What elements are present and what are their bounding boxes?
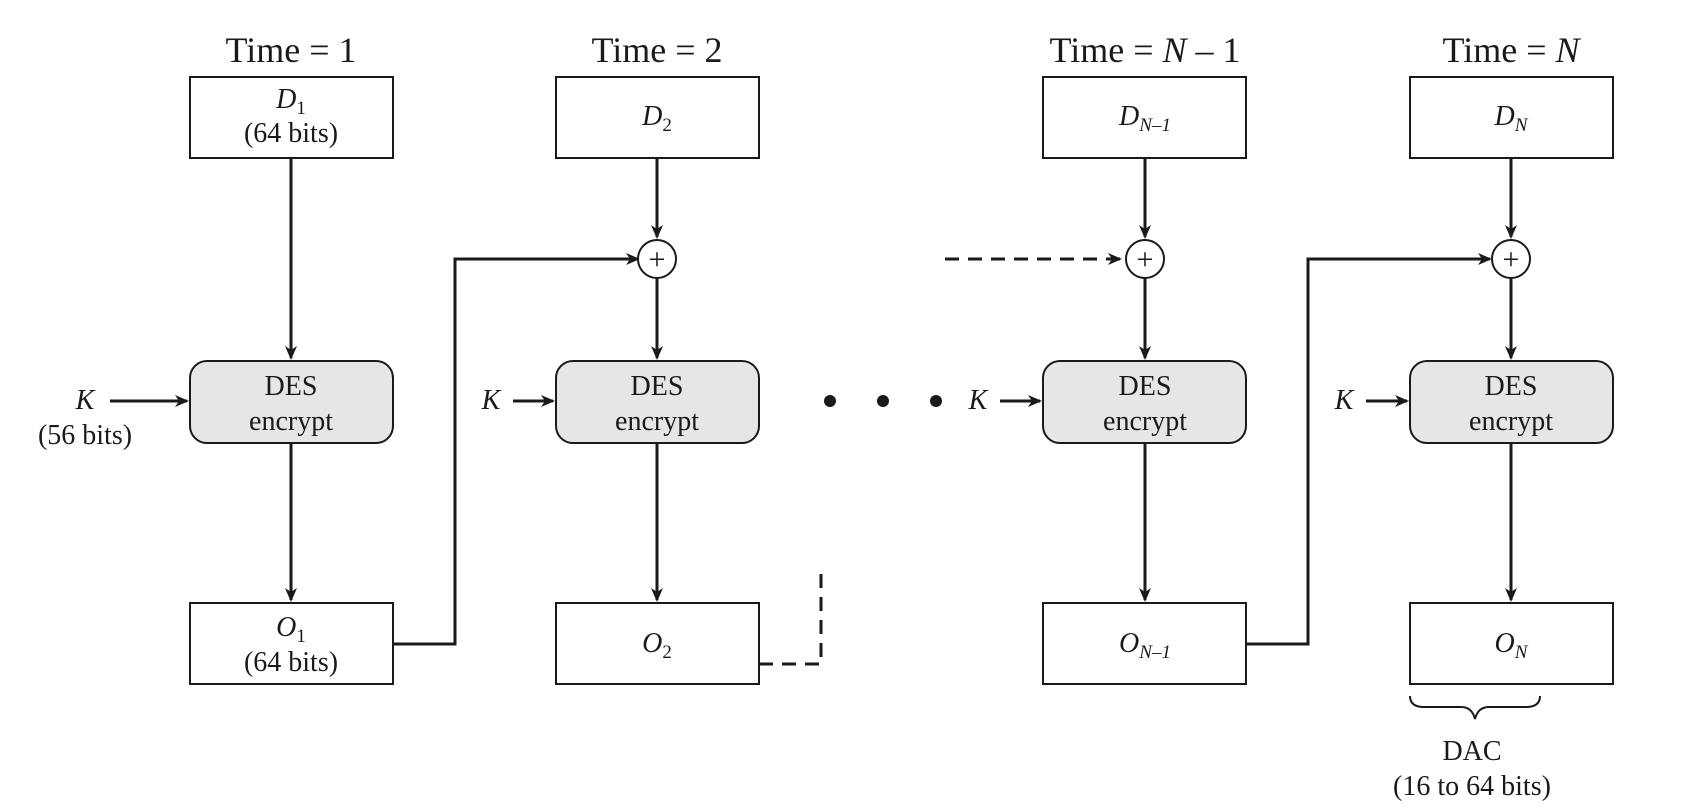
feedback-line-n-minus-1-to-n bbox=[1246, 253, 1492, 646]
des-sublabel-1: encrypt bbox=[249, 406, 333, 437]
time-label-2: Time = 2 bbox=[591, 30, 722, 70]
xor-symbol-n: + bbox=[1503, 243, 1520, 276]
ellipsis-dots bbox=[824, 395, 942, 407]
stage-n-minus-1: Time = N – 1 DN–1 + DES encrypt K ON–1 bbox=[968, 30, 1247, 685]
des-sublabel-2: encrypt bbox=[615, 406, 699, 437]
data-size-1: (64 bits) bbox=[244, 118, 338, 149]
ellipsis-dot bbox=[824, 395, 836, 407]
key-size-1: (56 bits) bbox=[38, 420, 132, 451]
key-label-n-minus-1: K bbox=[968, 385, 989, 416]
des-sublabel-n-minus-1: encrypt bbox=[1103, 406, 1187, 437]
data-block-n-minus-1 bbox=[1042, 76, 1247, 159]
time-label-n: Time = N bbox=[1442, 30, 1581, 70]
ellipsis-dot bbox=[877, 395, 889, 407]
des-label-2: DES bbox=[631, 371, 684, 402]
key-label-1: K bbox=[75, 385, 96, 416]
dac-brace-icon bbox=[1409, 695, 1541, 720]
xor-symbol-2: + bbox=[649, 243, 666, 276]
des-label-1: DES bbox=[265, 371, 318, 402]
des-label-n-minus-1: DES bbox=[1119, 371, 1172, 402]
stage-1: Time = 1 D1 (64 bits) DES encrypt K (56 … bbox=[38, 30, 394, 685]
dac-label: DAC bbox=[1442, 736, 1501, 767]
feedback-line-1-to-2 bbox=[393, 253, 640, 646]
data-label-2: D2 bbox=[641, 101, 672, 136]
output-size-1: (64 bits) bbox=[244, 647, 338, 678]
output-block-n-minus-1 bbox=[1042, 602, 1247, 685]
data-block-n bbox=[1409, 76, 1614, 159]
data-block-1 bbox=[189, 76, 394, 159]
output-label-2: O2 bbox=[642, 628, 672, 663]
output-label-n-minus-1: ON–1 bbox=[1119, 628, 1171, 663]
time-label-1: Time = 1 bbox=[225, 30, 356, 70]
key-label-n: K bbox=[1334, 385, 1355, 416]
data-label-1: D1 bbox=[275, 84, 306, 119]
xor-symbol-n-minus-1: + bbox=[1137, 243, 1154, 276]
output-block-n bbox=[1409, 602, 1614, 685]
key-label-2: K bbox=[481, 385, 502, 416]
output-block-2 bbox=[555, 602, 760, 685]
data-label-n: DN bbox=[1494, 101, 1529, 136]
output-label-n: ON bbox=[1495, 628, 1529, 663]
ellipsis-dot bbox=[930, 395, 942, 407]
output-block-1 bbox=[189, 602, 394, 685]
des-label-n: DES bbox=[1485, 371, 1538, 402]
data-label-n-minus-1: DN–1 bbox=[1118, 101, 1171, 136]
des-sublabel-n: encrypt bbox=[1469, 406, 1553, 437]
stage-n: Time = N DN + DES encrypt K ON bbox=[1334, 30, 1614, 685]
time-label-n-minus-1: Time = N – 1 bbox=[1049, 30, 1240, 70]
output-label-1: O1 bbox=[276, 612, 306, 647]
stage-2: Time = 2 D2 + DES encrypt K O2 bbox=[481, 30, 760, 685]
dac-size-note: (16 to 64 bits) bbox=[1393, 771, 1551, 802]
feedback-dashed-from-output-2 bbox=[759, 565, 823, 666]
